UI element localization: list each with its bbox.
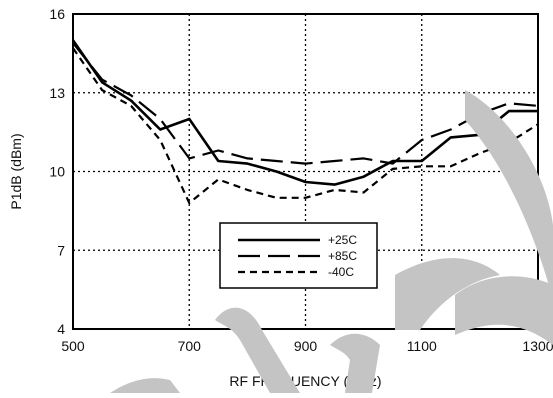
x-tick-label: 500 (61, 338, 85, 354)
watermark-stroke (215, 307, 300, 393)
y-tick-label: 13 (49, 85, 65, 101)
y-tick-label: 7 (57, 242, 65, 258)
watermark-stroke (330, 333, 380, 393)
watermark-stroke (455, 276, 553, 345)
x-tick-label: 1100 (407, 338, 437, 354)
legend-label: -40C (328, 265, 354, 279)
watermark-stroke (110, 378, 180, 393)
watermark-stroke (465, 90, 553, 300)
series-line-85c (72, 42, 539, 165)
series-line-40c (72, 47, 539, 205)
x-tick-label: 700 (178, 338, 202, 354)
x-tick-label: 900 (294, 338, 318, 354)
series-line-25c (71, 39, 538, 186)
plot-frame (72, 13, 539, 330)
y-tick-label: 4 (57, 321, 65, 337)
y-axis-title: P1dB (dBm) (8, 133, 24, 209)
legend-label: +25C (328, 233, 357, 247)
tick-layer: 500 700 900 1100 1300 4 7 10 13 16 (49, 6, 553, 354)
watermark-graphic (110, 90, 553, 393)
watermark-stroke (395, 258, 500, 330)
x-tick-label: 1300 (522, 338, 553, 354)
legend: +25C +85C -40C (219, 222, 378, 289)
legend-label: +85C (328, 249, 357, 263)
series-layer (71, 39, 539, 205)
y-tick-label: 10 (49, 164, 65, 180)
y-tick-label: 16 (49, 6, 65, 22)
